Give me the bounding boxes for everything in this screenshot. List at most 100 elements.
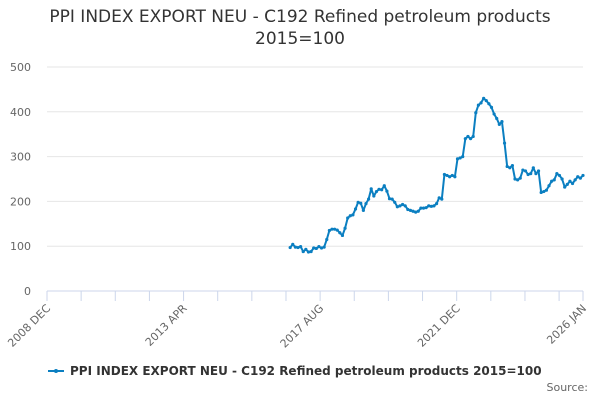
data-point-marker[interactable] (314, 246, 318, 251)
data-point-marker[interactable] (333, 227, 337, 231)
data-point-marker[interactable] (408, 208, 413, 212)
data-point-marker[interactable] (476, 103, 481, 107)
data-point-marker[interactable] (301, 249, 305, 254)
data-point-marker[interactable] (544, 188, 548, 192)
data-point-marker[interactable] (367, 197, 371, 201)
data-point-marker[interactable] (513, 177, 517, 181)
data-point-marker[interactable] (508, 166, 512, 170)
data-point-marker[interactable] (424, 206, 428, 210)
data-point-marker[interactable] (346, 216, 350, 220)
data-point-marker[interactable] (442, 172, 447, 177)
data-point-marker[interactable] (463, 137, 467, 141)
data-point-marker[interactable] (359, 201, 363, 205)
data-point-marker[interactable] (523, 169, 528, 173)
data-point-marker[interactable] (570, 181, 575, 186)
data-point-marker[interactable] (521, 168, 525, 172)
data-point-marker[interactable] (377, 187, 381, 191)
data-point-marker[interactable] (516, 178, 520, 182)
data-point-marker[interactable] (526, 172, 530, 177)
data-point-marker[interactable] (534, 172, 538, 176)
data-point-marker[interactable] (335, 228, 339, 232)
data-point-marker[interactable] (419, 206, 423, 210)
data-point-marker[interactable] (299, 245, 303, 249)
data-point-marker[interactable] (340, 233, 345, 238)
data-point-marker[interactable] (458, 156, 462, 160)
data-point-marker[interactable] (393, 200, 397, 204)
data-point-marker[interactable] (568, 179, 572, 183)
data-point-marker[interactable] (317, 245, 321, 249)
data-point-marker[interactable] (539, 190, 543, 195)
data-point-marker[interactable] (573, 178, 577, 182)
data-point-marker[interactable] (374, 189, 379, 194)
data-point-marker[interactable] (364, 202, 368, 206)
data-point-marker[interactable] (440, 197, 444, 201)
data-point-marker[interactable] (304, 247, 308, 251)
data-point-marker[interactable] (406, 207, 410, 212)
data-point-marker[interactable] (466, 134, 470, 139)
data-point-marker[interactable] (542, 189, 546, 194)
data-point-marker[interactable] (369, 187, 373, 191)
data-point-marker[interactable] (432, 204, 436, 208)
data-point-marker[interactable] (576, 175, 580, 179)
data-point-marker[interactable] (547, 184, 551, 188)
data-point-marker[interactable] (550, 179, 554, 183)
data-point-marker[interactable] (398, 204, 402, 208)
data-point-marker[interactable] (356, 200, 360, 204)
data-point-marker[interactable] (578, 176, 582, 180)
data-point-marker[interactable] (552, 178, 556, 182)
data-point-marker[interactable] (468, 137, 473, 141)
data-point-marker[interactable] (489, 105, 494, 109)
data-point-marker[interactable] (437, 196, 441, 200)
data-point-marker[interactable] (400, 202, 405, 207)
data-point-marker[interactable] (306, 250, 311, 254)
data-point-marker[interactable] (291, 242, 295, 247)
data-point-marker[interactable] (448, 175, 452, 179)
data-point-marker[interactable] (309, 249, 313, 254)
data-point-marker[interactable] (351, 213, 355, 217)
data-point-marker[interactable] (327, 228, 331, 233)
data-point-marker[interactable] (330, 227, 334, 231)
data-point-marker[interactable] (293, 245, 297, 249)
data-point-marker[interactable] (387, 197, 392, 201)
data-point-marker[interactable] (445, 173, 449, 178)
data-point-marker[interactable] (325, 237, 329, 242)
data-point-marker[interactable] (414, 210, 418, 214)
data-point-marker[interactable] (450, 173, 454, 178)
data-point-marker[interactable] (505, 164, 509, 169)
data-point-marker[interactable] (429, 204, 433, 208)
data-point-marker[interactable] (353, 207, 358, 211)
data-point-marker[interactable] (411, 209, 415, 213)
data-point-marker[interactable] (581, 173, 585, 178)
data-point-marker[interactable] (319, 246, 324, 250)
data-point-marker[interactable] (487, 102, 491, 106)
data-point-marker[interactable] (482, 96, 486, 100)
data-point-marker[interactable] (296, 245, 300, 250)
data-point-marker[interactable] (500, 120, 504, 124)
data-point-marker[interactable] (529, 172, 533, 176)
data-point-marker[interactable] (434, 202, 439, 206)
data-point-marker[interactable] (312, 246, 316, 250)
data-point-marker[interactable] (427, 204, 431, 208)
data-point-marker[interactable] (288, 245, 292, 250)
data-point-marker[interactable] (536, 169, 541, 173)
legend-item[interactable]: PPI INDEX EXPORT NEU - C192 Refined petr… (48, 364, 542, 378)
data-point-marker[interactable] (555, 172, 559, 176)
data-point-marker[interactable] (416, 209, 420, 213)
data-point-marker[interactable] (484, 99, 488, 103)
data-point-marker[interactable] (495, 116, 499, 121)
data-point-marker[interactable] (474, 111, 478, 115)
data-point-marker[interactable] (502, 141, 507, 145)
data-series-line[interactable] (288, 96, 585, 254)
data-point-marker[interactable] (510, 163, 515, 168)
data-point-marker[interactable] (531, 166, 535, 170)
data-point-marker[interactable] (382, 184, 386, 188)
data-point-marker[interactable] (563, 185, 567, 189)
data-point-marker[interactable] (322, 245, 326, 249)
data-point-marker[interactable] (380, 188, 384, 192)
data-point-marker[interactable] (361, 208, 365, 212)
data-point-marker[interactable] (385, 189, 389, 193)
data-point-marker[interactable] (395, 205, 399, 209)
data-point-marker[interactable] (560, 177, 564, 181)
data-point-marker[interactable] (518, 176, 522, 180)
data-point-marker[interactable] (461, 155, 465, 159)
